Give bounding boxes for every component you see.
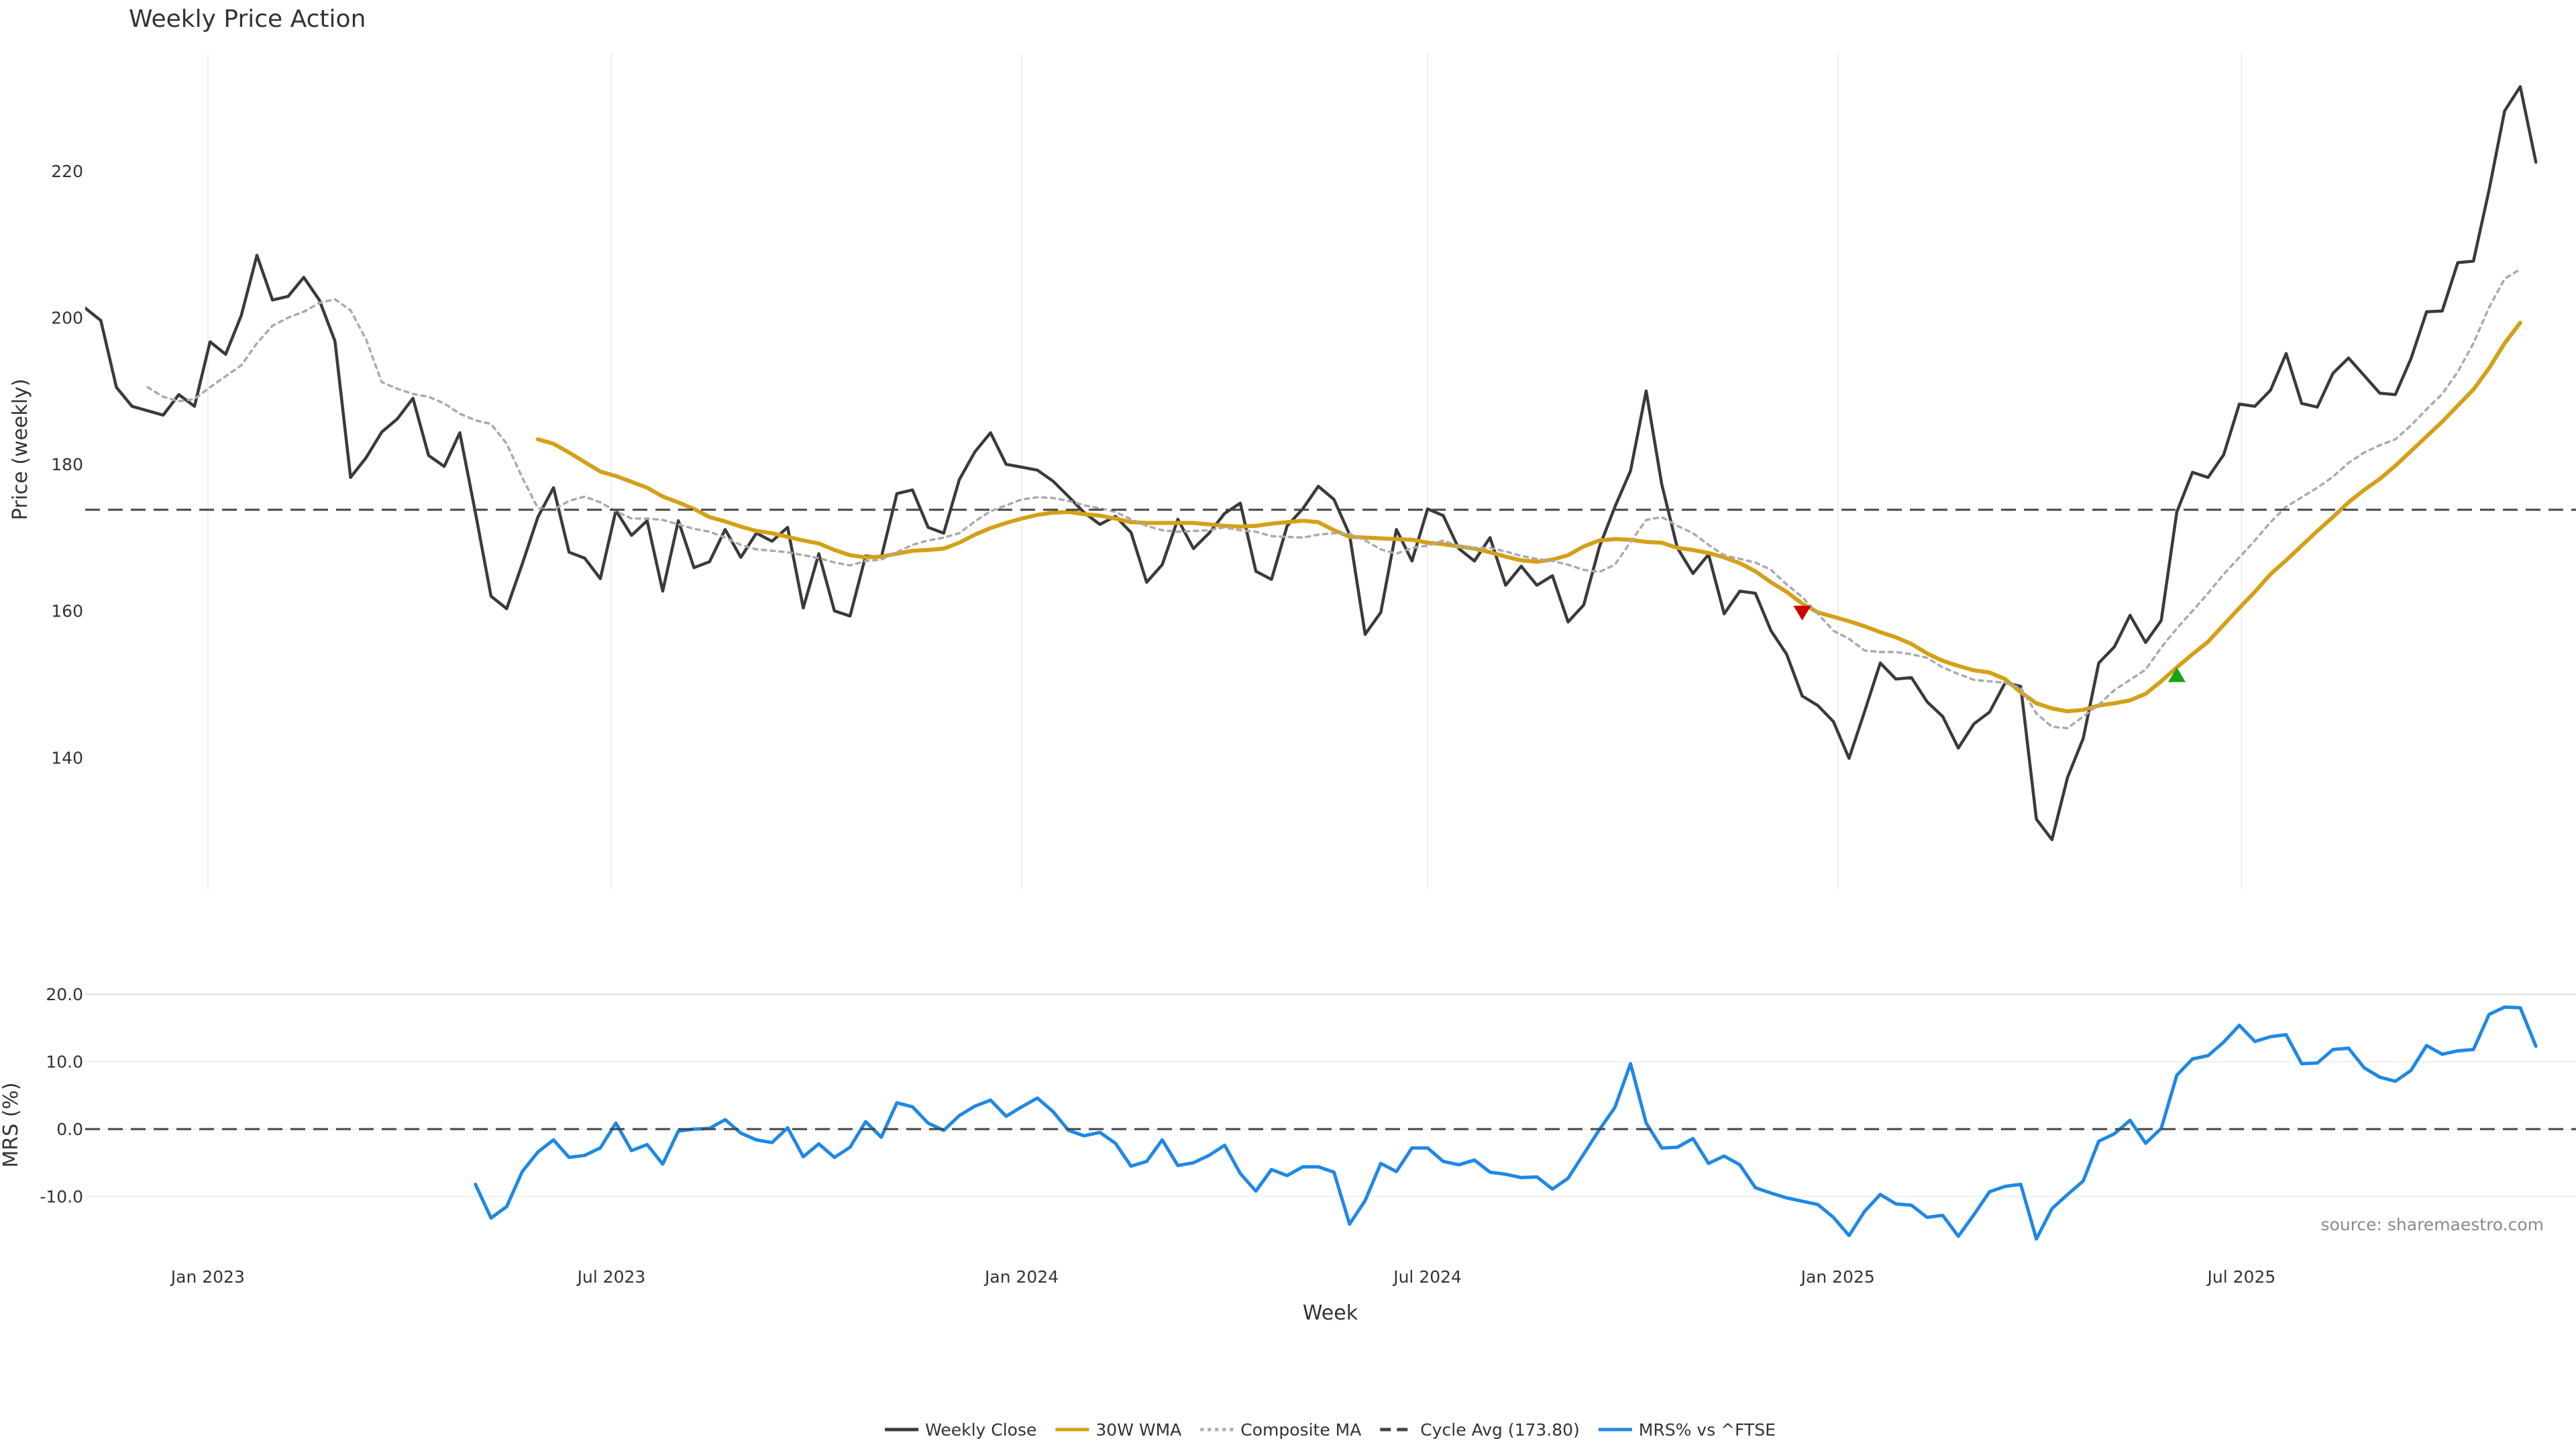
price-y-tick-label: 180 [51, 455, 83, 474]
mrs-y-tick-label: 10.0 [46, 1053, 83, 1072]
mrs-y-tick-label: 0.0 [56, 1120, 83, 1139]
price-y-tick-label: 160 [51, 602, 83, 621]
mrs-panel: -10.0 0.0 10.0 20.0 [40, 985, 2576, 1241]
x-tick-label: Jul 2023 [576, 1267, 646, 1287]
x-tick-label: Jan 2023 [170, 1267, 245, 1287]
composite-ma-line [146, 268, 2522, 730]
legend-label: 30W WMA [1095, 1420, 1181, 1440]
legend-item: Weekly Close [885, 1420, 1036, 1440]
mrs-line [474, 1005, 2538, 1241]
legend: Weekly Close 30W WMA Composite MA Cycle Avg… [885, 1420, 1776, 1440]
legend-label: Weekly Close [925, 1420, 1036, 1440]
price-y-tick-label: 140 [51, 748, 83, 767]
x-tick-label: Jan 2025 [1800, 1267, 1875, 1287]
weekly-close-line [85, 85, 2538, 841]
sell-signal-marker [1793, 605, 1811, 621]
legend-label: Cycle Avg (173.80) [1420, 1420, 1580, 1440]
price-y-tick-label: 200 [51, 308, 83, 327]
x-axis: Jan 2023 Jul 2023 Jan 2024 Jul 2024 Jan 2025… [170, 1267, 2275, 1287]
legend-item: Cycle Avg (173.80) [1380, 1420, 1580, 1440]
price-panel: 140 160 180 200 220 [51, 54, 2576, 890]
x-tick-label: Jul 2025 [2206, 1267, 2276, 1287]
mrs-axis-label: MRS (%) [0, 1082, 23, 1167]
x-tick-label: Jan 2024 [983, 1267, 1059, 1287]
x-tick-label: Jul 2024 [1392, 1267, 1462, 1287]
buy-signal-marker [2167, 667, 2186, 682]
x-axis-label: Week [1303, 1301, 1358, 1325]
source-note: source: sharemaestro.com [2321, 1215, 2544, 1234]
legend-item: 30W WMA [1055, 1420, 1181, 1440]
legend-item: MRS% vs ^FTSE [1598, 1420, 1776, 1440]
30w-wma-line [535, 321, 2522, 714]
mrs-y-tick-label: 20.0 [46, 985, 83, 1004]
legend-label: Composite MA [1240, 1420, 1361, 1440]
mrs-y-tick-label: -10.0 [40, 1187, 83, 1207]
legend-label: MRS% vs ^FTSE [1639, 1420, 1776, 1440]
legend-item: Composite MA [1200, 1420, 1361, 1440]
chart-title: Weekly Price Action [129, 5, 366, 33]
price-axis-label: Price (weekly) [9, 378, 32, 520]
price-y-tick-label: 220 [51, 162, 83, 181]
